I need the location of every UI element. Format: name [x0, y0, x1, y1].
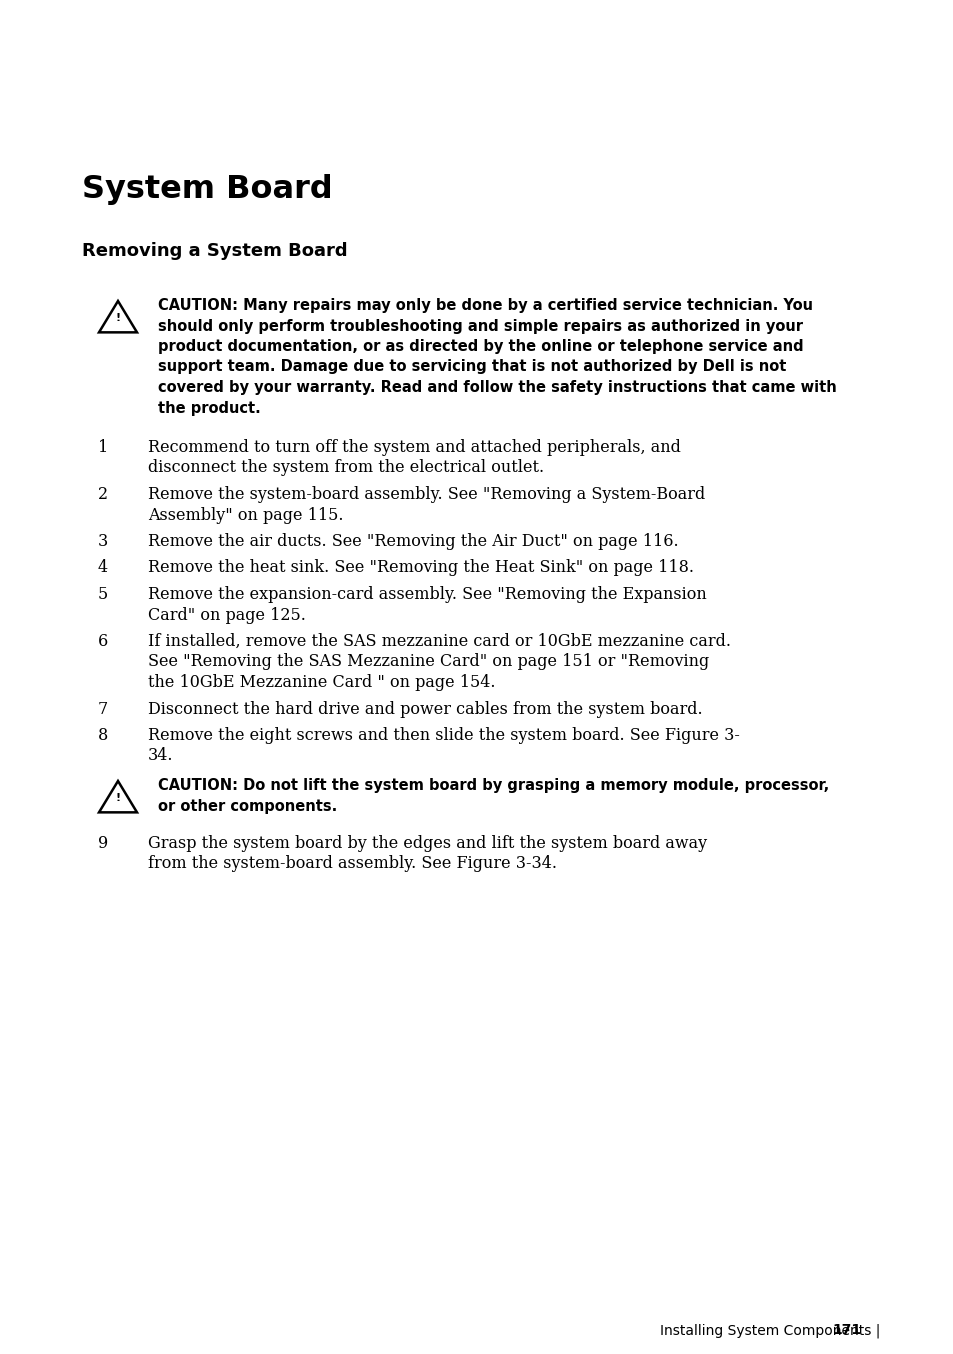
- Text: Remove the air ducts. See "Removing the Air Duct" on page 116.: Remove the air ducts. See "Removing the …: [148, 533, 678, 550]
- Text: 2: 2: [98, 486, 108, 502]
- Text: covered by your warranty. Read and follow the safety instructions that came with: covered by your warranty. Read and follo…: [158, 380, 836, 395]
- Text: 9: 9: [98, 835, 108, 852]
- Text: If installed, remove the SAS mezzanine card or 10GbE mezzanine card.: If installed, remove the SAS mezzanine c…: [148, 634, 730, 650]
- Text: 4: 4: [98, 559, 108, 577]
- Text: 5: 5: [98, 586, 108, 603]
- Text: Remove the heat sink. See "Removing the Heat Sink" on page 118.: Remove the heat sink. See "Removing the …: [148, 559, 693, 577]
- Text: See "Removing the SAS Mezzanine Card" on page 151 or "Removing: See "Removing the SAS Mezzanine Card" on…: [148, 654, 708, 670]
- Text: from the system-board assembly. See Figure 3-34.: from the system-board assembly. See Figu…: [148, 856, 557, 872]
- Text: 3: 3: [98, 533, 108, 550]
- Text: or other components.: or other components.: [158, 799, 337, 814]
- Text: CAUTION: Many repairs may only be done by a certified service technician. You: CAUTION: Many repairs may only be done b…: [158, 298, 812, 313]
- Text: 8: 8: [98, 727, 108, 743]
- Text: should only perform troubleshooting and simple repairs as authorized in your: should only perform troubleshooting and …: [158, 318, 802, 333]
- Text: Grasp the system board by the edges and lift the system board away: Grasp the system board by the edges and …: [148, 835, 706, 852]
- Text: disconnect the system from the electrical outlet.: disconnect the system from the electrica…: [148, 459, 543, 477]
- Text: Remove the system-board assembly. See "Removing a System-Board: Remove the system-board assembly. See "R…: [148, 486, 704, 502]
- Text: Disconnect the hard drive and power cables from the system board.: Disconnect the hard drive and power cabl…: [148, 700, 702, 718]
- Text: System Board: System Board: [82, 175, 333, 204]
- Text: Card" on page 125.: Card" on page 125.: [148, 607, 306, 623]
- Text: !: !: [115, 793, 120, 803]
- Text: 7: 7: [98, 700, 108, 718]
- Text: Remove the expansion-card assembly. See "Removing the Expansion: Remove the expansion-card assembly. See …: [148, 586, 706, 603]
- Text: Installing System Components |: Installing System Components |: [659, 1323, 883, 1338]
- Text: 6: 6: [98, 634, 108, 650]
- Text: Assembly" on page 115.: Assembly" on page 115.: [148, 506, 343, 524]
- Text: support team. Damage due to servicing that is not authorized by Dell is not: support team. Damage due to servicing th…: [158, 360, 785, 375]
- Text: the 10GbE Mezzanine Card " on page 154.: the 10GbE Mezzanine Card " on page 154.: [148, 674, 495, 691]
- Text: 34.: 34.: [148, 747, 173, 765]
- Text: Remove the eight screws and then slide the system board. See Figure 3-: Remove the eight screws and then slide t…: [148, 727, 740, 743]
- Text: Removing a System Board: Removing a System Board: [82, 242, 347, 260]
- Text: 171: 171: [831, 1323, 861, 1336]
- Text: the product.: the product.: [158, 401, 260, 416]
- Text: 1: 1: [98, 439, 108, 456]
- Text: product documentation, or as directed by the online or telephone service and: product documentation, or as directed by…: [158, 338, 802, 353]
- Text: CAUTION: Do not lift the system board by grasping a memory module, processor,: CAUTION: Do not lift the system board by…: [158, 779, 828, 793]
- Text: Recommend to turn off the system and attached peripherals, and: Recommend to turn off the system and att…: [148, 439, 680, 456]
- Text: !: !: [115, 313, 120, 324]
